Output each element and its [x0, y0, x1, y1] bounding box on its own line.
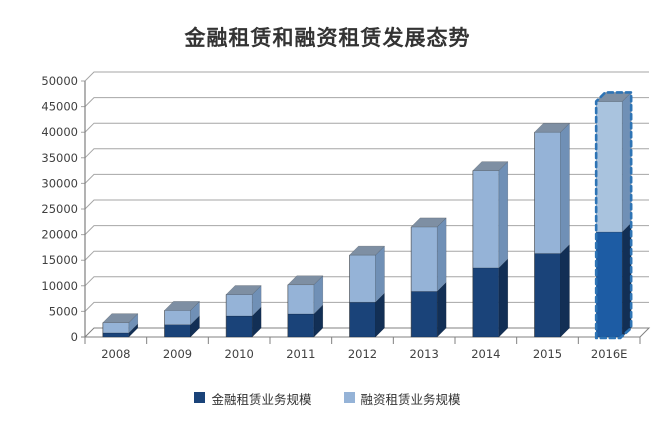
legend-swatch	[194, 392, 206, 403]
gridline	[81, 97, 649, 108]
y-tick-label: 45000	[41, 100, 78, 114]
gridline	[81, 71, 649, 82]
bar-segment-side	[498, 258, 509, 338]
bar-segment	[349, 254, 376, 303]
bar-segment	[225, 315, 253, 338]
bar-top-cap	[225, 285, 262, 295]
bar-segment	[287, 284, 315, 315]
bar-segment-side	[621, 222, 632, 338]
bar-segment	[410, 291, 438, 338]
bar-segment-side	[621, 91, 632, 233]
legend-swatch	[343, 392, 355, 403]
y-tick-label: 15000	[41, 253, 78, 267]
legend: 金融租赁业务规模 融资租赁业务规模	[0, 389, 655, 408]
bar-segment	[534, 253, 561, 338]
bar-top-cap	[410, 217, 447, 228]
bar-segment	[472, 267, 500, 338]
y-tick-label: 30000	[41, 176, 78, 190]
legend-item: 融资租赁业务规模	[343, 389, 461, 408]
bar-segment	[164, 310, 191, 325]
bar-top-cap	[163, 301, 201, 311]
y-tick-label: 40000	[41, 125, 78, 139]
x-tick-label: 2015	[533, 347, 562, 361]
x-tick-label: 2016E	[591, 347, 628, 361]
bar-segment	[225, 294, 253, 317]
bar-segment	[472, 170, 500, 269]
x-tick-label: 2013	[410, 347, 439, 361]
x-tick-label: 2014	[471, 347, 500, 361]
gridline	[81, 199, 649, 210]
y-tick-label: 5000	[49, 304, 78, 318]
bar-segment-side	[560, 243, 570, 338]
y-tick-label: 50000	[41, 74, 78, 88]
y-tick-label: 25000	[41, 202, 78, 216]
bar-segment-side	[560, 122, 570, 255]
bar-segment	[410, 226, 438, 292]
bar-segment-side	[375, 245, 385, 303]
bar-segment	[534, 131, 561, 254]
bar-top-cap	[533, 122, 571, 133]
bar-segment	[349, 301, 376, 338]
y-tick-label: 20000	[41, 228, 78, 242]
legend-item: 金融租赁业务规模	[194, 389, 312, 408]
gridline	[81, 173, 649, 184]
bar-top-cap	[348, 245, 386, 256]
y-tick-label: 35000	[41, 151, 78, 165]
y-tick-label: 0	[71, 330, 78, 344]
bar-top-cap	[102, 313, 139, 323]
bar-segment	[595, 231, 623, 338]
bar-segment	[287, 313, 315, 338]
bar-segment	[102, 322, 130, 334]
bar-segment	[102, 332, 130, 338]
gridline	[81, 225, 649, 236]
gridline	[81, 122, 649, 133]
x-tick-label: 2012	[348, 347, 377, 361]
bar-top-cap	[287, 275, 324, 286]
x-tick-label: 2008	[101, 347, 130, 361]
bar-segment-side	[436, 217, 447, 293]
y-tick-label: 10000	[41, 279, 78, 293]
x-tick-label: 2010	[225, 347, 254, 361]
bar-segment-side	[498, 160, 509, 269]
legend-label: 金融租赁业务规模	[211, 392, 312, 407]
chart-title: 金融租赁和融资租赁发展态势	[184, 26, 471, 50]
gridline	[81, 148, 649, 159]
bar-segment	[595, 101, 623, 233]
bar-top-cap	[472, 161, 509, 171]
legend-label: 融资租赁业务规模	[360, 392, 461, 407]
bar-segment	[164, 324, 191, 338]
estimate-dashed-outline	[594, 91, 633, 340]
x-tick-label: 2011	[286, 347, 315, 361]
bar-segment-side	[436, 281, 447, 338]
x-tick-label: 2009	[163, 347, 192, 361]
